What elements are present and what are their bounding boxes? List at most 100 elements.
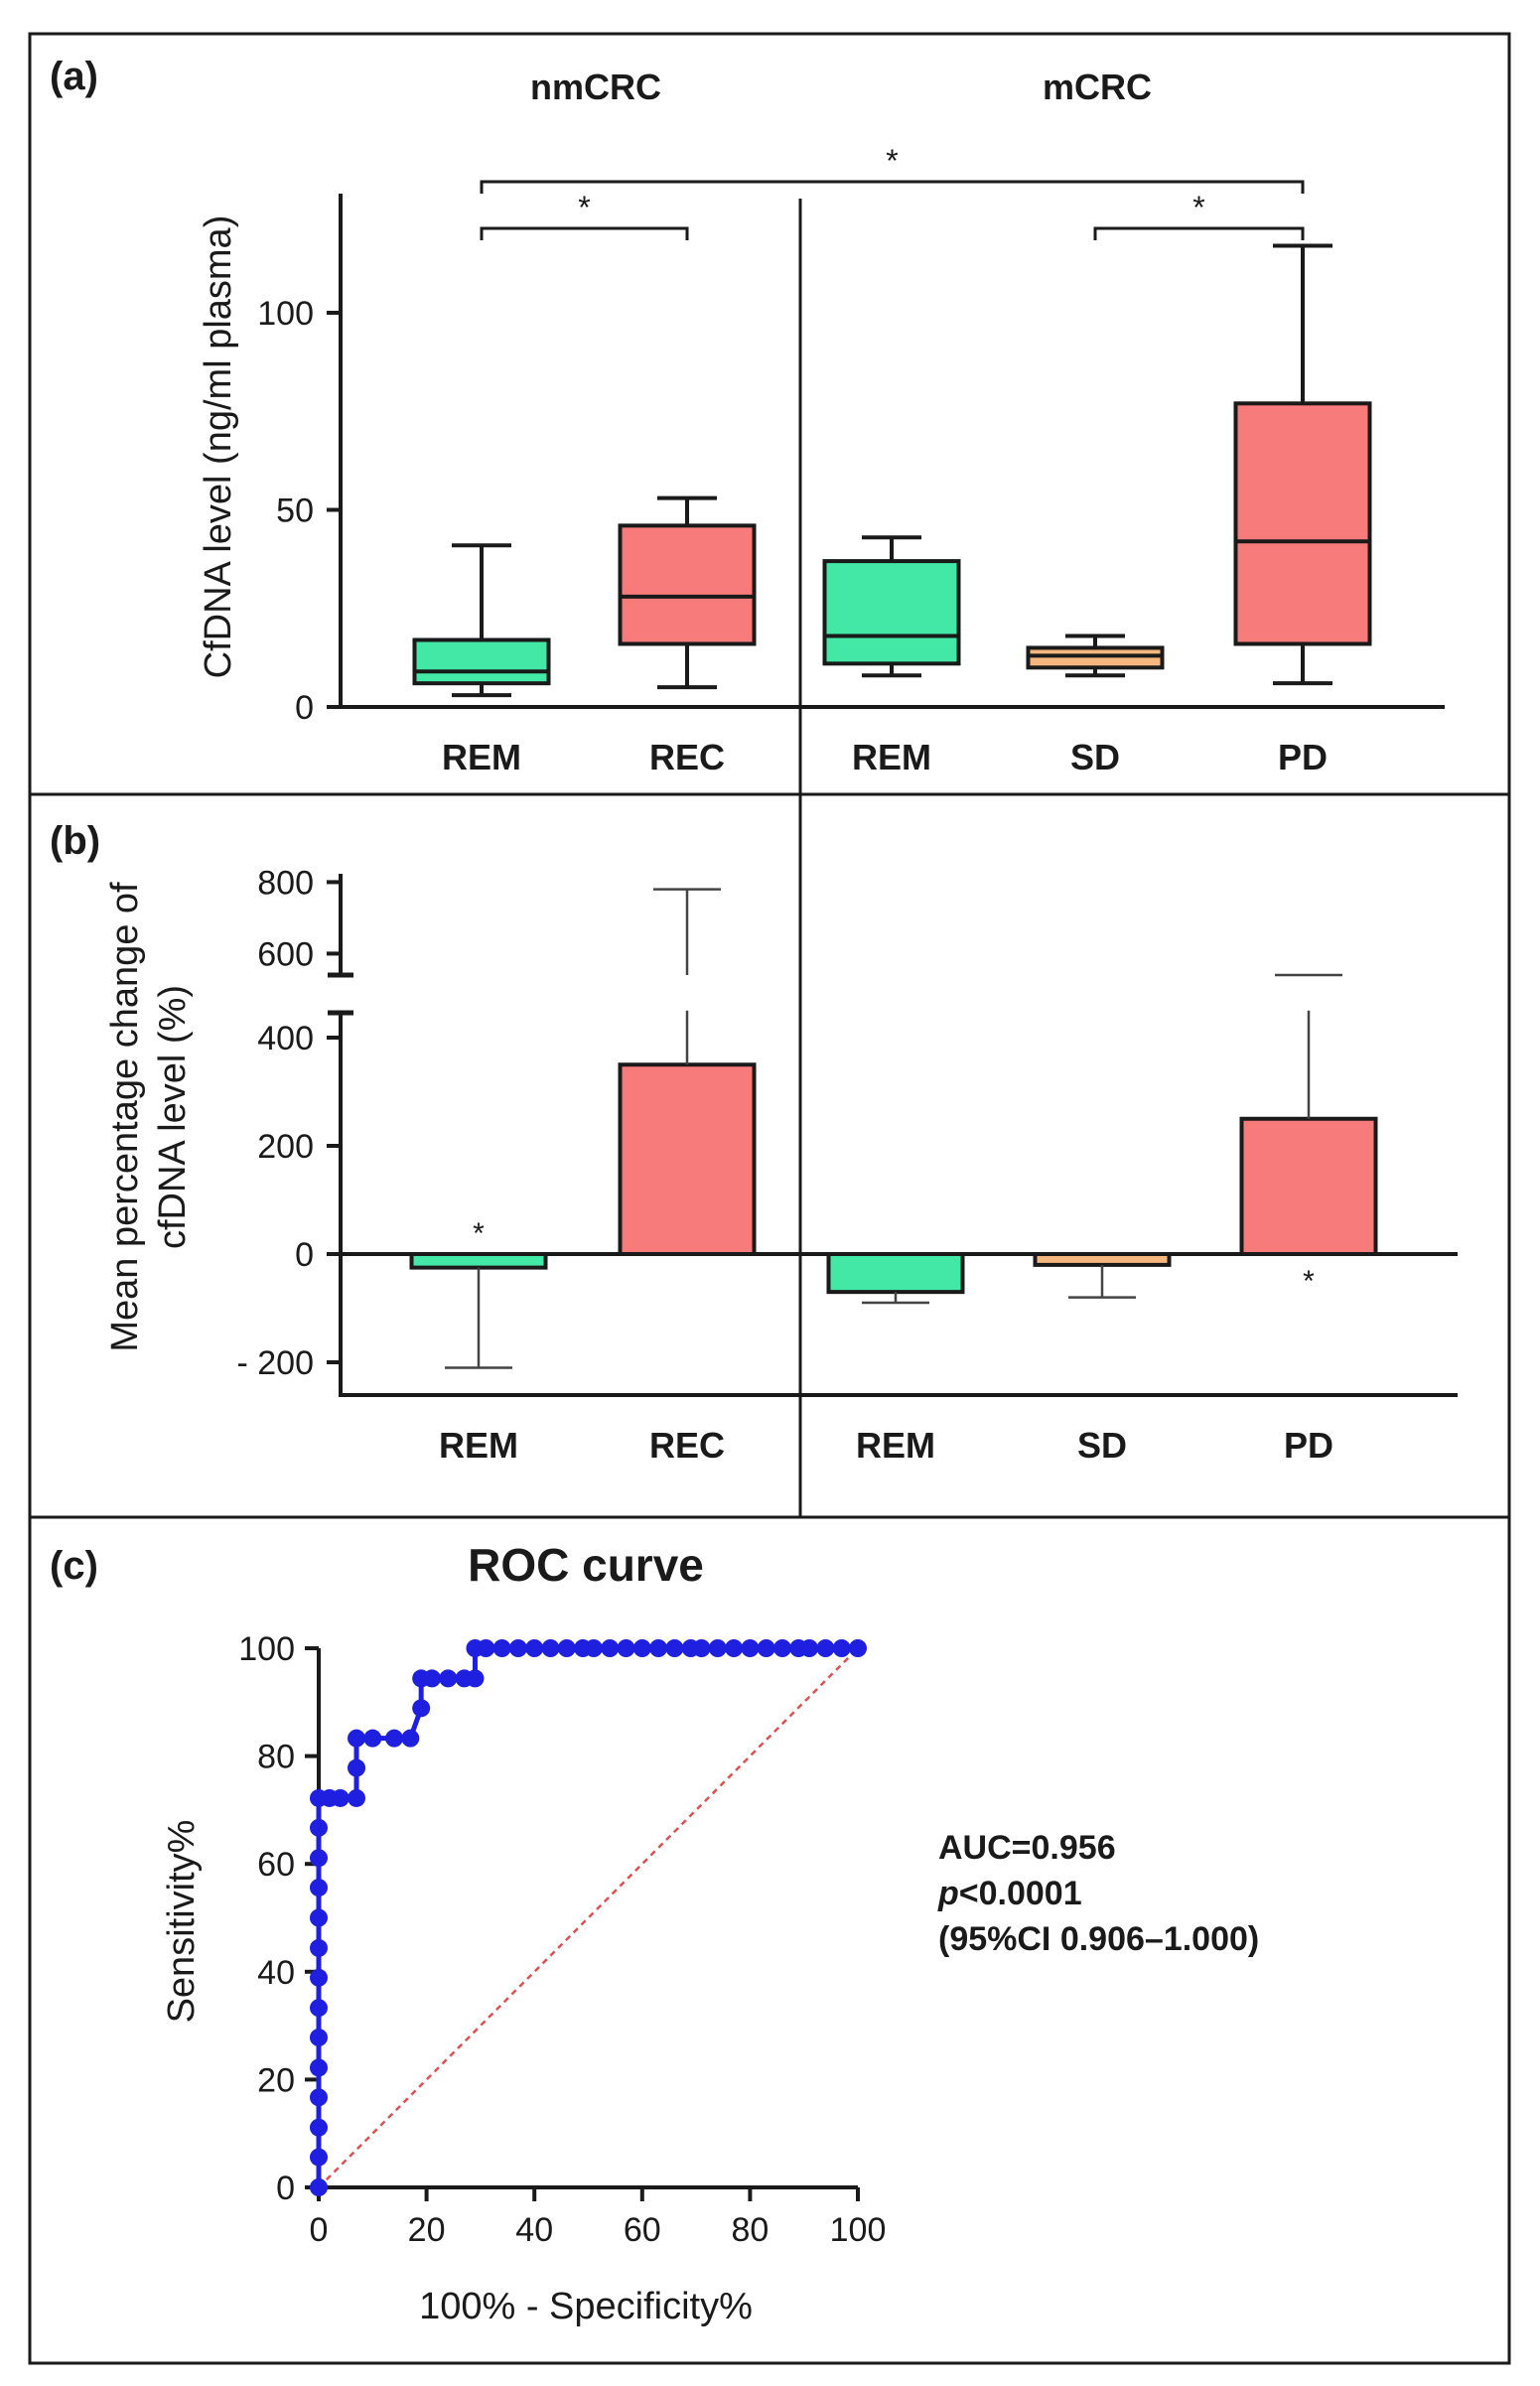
roc-point [310, 2058, 328, 2077]
roc-xtick-label-4: 80 [731, 2211, 769, 2249]
roc-point [310, 2118, 328, 2137]
significance-bracket [480, 226, 689, 240]
roc-point [310, 1818, 328, 1837]
panel-a-category-label: REM [442, 737, 521, 777]
bar [618, 1062, 757, 1256]
panel-a: nmCRC mCRC CfDNA level (ng/ml plasma) 0 5… [198, 67, 1445, 777]
panel-b-ytick-label-3: 400 [257, 1020, 314, 1057]
roc-point [772, 1639, 791, 1657]
roc-point [466, 1669, 485, 1688]
box-rec-nmcrc: REC [618, 495, 757, 777]
roc-point [632, 1639, 651, 1657]
bar-rem-2: REM [826, 1252, 965, 1466]
roc-ytick-label-5: 100 [238, 1630, 295, 1668]
bar-rem-0: * REM [409, 1217, 548, 1466]
bar [1033, 1252, 1172, 1267]
panel-c: ROC curve Sensitivity% 100% - Specificit… [161, 1539, 1259, 2327]
panel-a-ytick-label-2: 100 [257, 295, 314, 333]
bar-sd-3: SD [1033, 1252, 1172, 1466]
significance-star: * [1192, 190, 1204, 225]
figure-frame [28, 32, 1511, 2365]
box-iqr [412, 637, 551, 686]
roc-point [310, 2029, 328, 2047]
roc-point [348, 1729, 366, 1748]
panel-a-ylabel: CfDNA level (ng/ml plasma) [198, 215, 239, 679]
panel-b-ylabel-line2: cfDNA level (%) [152, 985, 194, 1249]
bar [826, 1252, 965, 1295]
significance-bracket [480, 180, 1305, 194]
roc-point [348, 1788, 366, 1807]
roc-ytick-label-0: 0 [276, 2170, 295, 2207]
bar-star: * [1303, 1265, 1315, 1298]
panel-label-a: (a) [50, 55, 98, 98]
roc-point [725, 1639, 744, 1657]
panel-b-category-label: REM [439, 1425, 518, 1466]
roc-point [741, 1639, 760, 1657]
roc-point [649, 1639, 668, 1657]
panel-b-ytick-label-5: 800 [257, 864, 314, 902]
roc-point [708, 1639, 727, 1657]
roc-point [601, 1639, 620, 1657]
roc-point [816, 1639, 835, 1657]
panel-b-category-label: SD [1077, 1425, 1127, 1466]
roc-point [423, 1669, 442, 1688]
panel-a-category-label: REC [649, 737, 725, 777]
roc-point [363, 1729, 382, 1748]
roc-point [310, 1968, 328, 1987]
roc-xtick-label-0: 0 [310, 2211, 329, 2249]
roc-ytick-label-1: 20 [257, 2061, 295, 2099]
roc-point [310, 1879, 328, 1897]
roc-point [525, 1639, 544, 1657]
roc-title: ROC curve [468, 1539, 704, 1591]
roc-point [832, 1639, 851, 1657]
panel-b-ytick-label-2: 200 [257, 1128, 314, 1166]
roc-point [584, 1639, 603, 1657]
panel-b-category-label: REM [856, 1425, 935, 1466]
roc-point [849, 1639, 867, 1657]
p-annotation: p<0.0001 [937, 1875, 1082, 1912]
bar-pd-4: * PD [1239, 973, 1378, 1466]
bar [1239, 1116, 1378, 1256]
bar-star: * [473, 1217, 485, 1250]
box-sd-mcrc: SD [1026, 633, 1165, 777]
roc-xtick-label-1: 20 [408, 2211, 446, 2249]
roc-point [541, 1639, 560, 1657]
roc-point [439, 1669, 458, 1688]
roc-point [401, 1729, 420, 1748]
panel-b-ylabel-line1: Mean percentage change of [104, 882, 146, 1352]
roc-ylabel: Sensitivity% [161, 1820, 203, 2024]
roc-point [331, 1788, 350, 1807]
panel-a-ytick-label-0: 0 [295, 689, 314, 727]
roc-point [310, 2178, 328, 2196]
box-pd-mcrc: PD [1233, 243, 1372, 777]
panel-a-category-label: PD [1278, 737, 1328, 777]
bar-rec-1: REC [618, 888, 757, 1466]
roc-point [800, 1639, 819, 1657]
panel-a-category-label: SD [1070, 737, 1120, 777]
roc-point [757, 1639, 775, 1657]
roc-point [492, 1639, 511, 1657]
group-label-mcrc: mCRC [1043, 67, 1152, 107]
roc-point [692, 1639, 711, 1657]
bar [409, 1252, 548, 1270]
panel-b-category-label: PD [1284, 1425, 1333, 1466]
roc-xtick-label-3: 60 [624, 2211, 661, 2249]
box-iqr [618, 523, 757, 646]
box-iqr [822, 559, 961, 666]
roc-point [348, 1758, 366, 1777]
panel-b: Mean percentage change of cfDNA level (%… [104, 864, 1458, 1466]
panel-label-c: (c) [50, 1544, 98, 1588]
box-rem-nmcrc: REM [412, 543, 551, 777]
roc-point [310, 1938, 328, 1957]
box-rem-mcrc: REM [822, 535, 961, 777]
roc-point [310, 2148, 328, 2167]
significance-bracket [1093, 226, 1305, 240]
panel-b-category-label: REC [649, 1425, 725, 1466]
roc-ytick-label-2: 40 [257, 1954, 295, 1992]
roc-ytick-label-3: 60 [257, 1846, 295, 1884]
panel-b-ytick-label-0: - 200 [237, 1344, 315, 1382]
roc-xlabel: 100% - Specificity% [419, 2286, 753, 2327]
roc-ytick-label-4: 80 [257, 1739, 295, 1776]
panel-b-ytick-label-1: 0 [295, 1236, 314, 1274]
